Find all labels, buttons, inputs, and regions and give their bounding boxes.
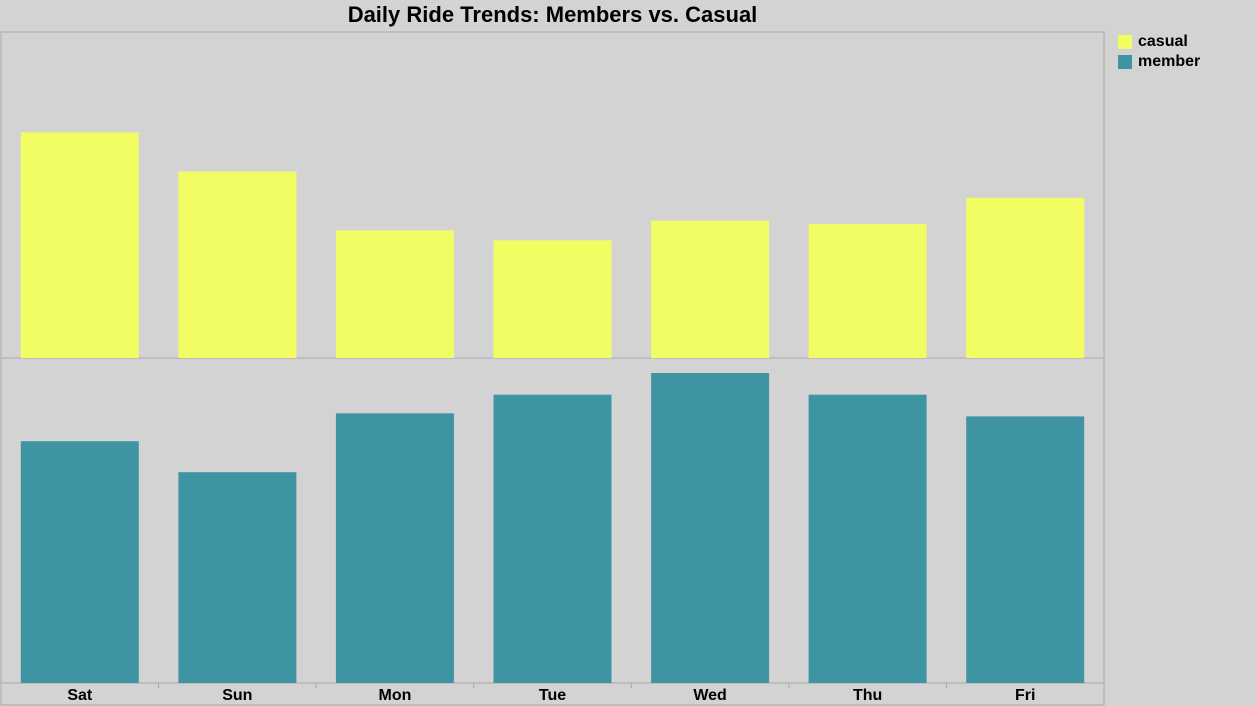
bar-casual-fri (966, 197, 1085, 358)
chart-title: Daily Ride Trends: Members vs. Casual (347, 2, 758, 27)
x-tick-label-mon: Mon (378, 687, 411, 704)
x-tick-label-sun: Sun (222, 687, 252, 704)
bar-casual-thu (808, 223, 927, 358)
bar-casual-tue (493, 240, 612, 358)
bar-casual-mon (335, 230, 454, 358)
x-tick-label-fri: Fri (1015, 687, 1035, 704)
bar-member-sun (178, 472, 297, 683)
bar-member-tue (493, 394, 612, 683)
legend-swatch-member (1118, 55, 1132, 69)
bar-member-mon (335, 413, 454, 683)
x-tick-label-wed: Wed (693, 687, 726, 704)
bar-casual-sat (20, 132, 139, 358)
x-tick-label-tue: Tue (539, 687, 566, 704)
legend-label-member: member (1138, 53, 1201, 70)
legend-label-casual: casual (1138, 33, 1188, 50)
legend-item-member: member (1118, 52, 1200, 72)
legend: casual member (1118, 32, 1200, 72)
bar-member-sat (20, 441, 139, 683)
bar-member-wed (651, 373, 770, 683)
x-tick-label-thu: Thu (853, 687, 882, 704)
x-tick-label-sat: Sat (67, 687, 93, 704)
bar-member-fri (966, 416, 1085, 683)
bar-member-thu (808, 394, 927, 683)
legend-swatch-casual (1118, 35, 1132, 49)
legend-item-casual: casual (1118, 32, 1200, 52)
bar-casual-sun (178, 171, 297, 358)
bar-casual-wed (651, 220, 770, 358)
